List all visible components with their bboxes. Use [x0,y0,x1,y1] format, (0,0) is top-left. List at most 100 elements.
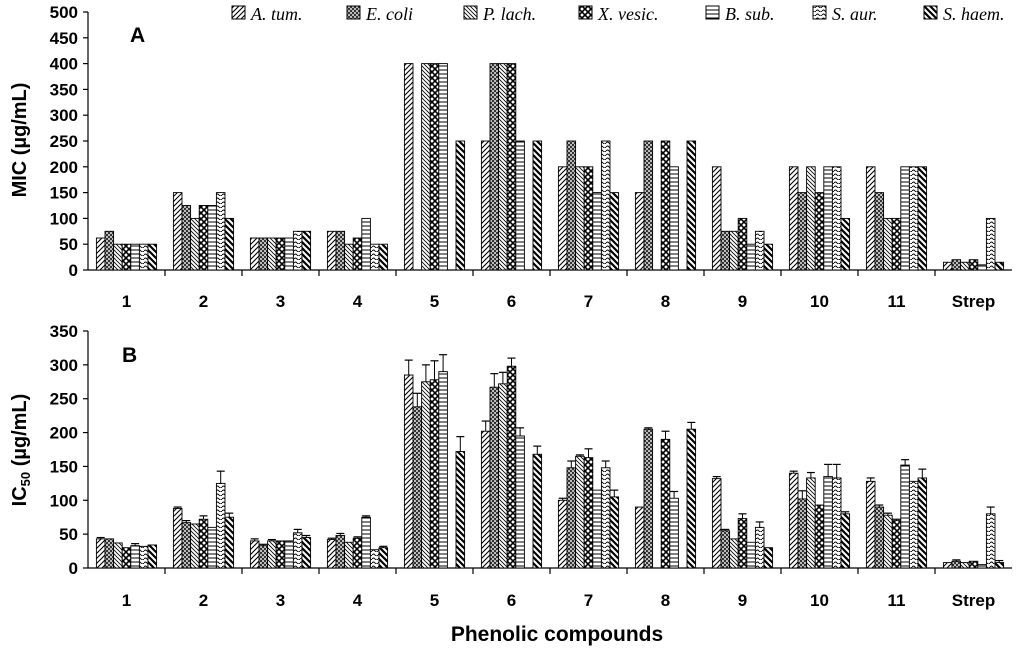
panel-b-category-label: 11 [888,591,906,610]
panel-b-bar-x-vesic-5 [429,379,440,569]
panel-a-bar-s-aur-2 [215,192,226,271]
panel-b-bar-s-haem-3 [301,537,312,569]
panel-b-bar-s-haem-5 [455,451,466,569]
panel-a-y-tick-label: 150 [50,184,78,203]
panel-b-error-bar-x-vesic-5 [430,360,439,380]
panel-b-error-bar-e-coli-strep [952,559,961,562]
panel-a-bar-b-sub-6 [515,140,525,271]
panel-b-bar-p-lach-strep [960,562,970,569]
panel-b-bar-p-lach-3 [267,540,277,569]
panel-a-bar-p-lach-9 [729,230,739,271]
panel-b-bar-s-aur-4 [369,549,380,569]
panel-b-bar-s-aur-strep [985,513,996,569]
panel-b-bar-x-vesic-4 [352,537,363,569]
panel-a-bar-b-sub-3 [284,237,294,271]
panel-b-category-label: 8 [661,591,670,610]
panel-b-error-bar-s-haem-6 [533,445,542,455]
panel-b-error-bar-a-tum-9 [712,475,721,479]
legend-swatch-e-coli [346,5,361,20]
legend-label-a-tum: A. tum. [250,4,303,24]
panel-b-y-tick-label: 300 [50,356,78,375]
panel-b-category-label: 4 [353,591,363,610]
panel-b-bar-b-sub-4 [361,516,371,569]
panel-a-bar-e-coli-7 [566,140,577,271]
panel-a-bar-p-lach-11 [883,217,893,271]
panel-b-bar-b-sub-5 [438,371,448,569]
panel-b-bar-p-lach-4 [344,541,354,569]
panel-a-bar-p-lach-2 [190,217,200,271]
panel-b-bar-s-haem-2 [224,516,235,569]
panel-b-error-bar-x-vesic-2 [199,515,208,520]
panel-b-bar-s-haem-10 [840,513,851,569]
panel-b-bar-x-vesic-3 [275,540,286,569]
panel-b-bar-b-sub-9 [746,541,756,569]
panel-a-bar-a-tum-7 [557,166,568,271]
panel-b-bar-s-haem-4 [378,547,389,569]
panel-b-error-bar-a-tum-7 [558,497,567,501]
panel-b-bar-a-tum-9 [711,478,722,569]
panel-b-bar-x-vesic-strep [968,560,979,569]
panel-b-bar-e-coli-6 [489,386,500,569]
panel-a-bar-p-lach-1 [113,243,123,271]
legend-label-b-sub: B. sub. [725,4,775,24]
panel-b-bar-b-sub-1 [130,545,140,569]
panel-b-bar-p-lach-7 [575,455,585,569]
panel-b-error-bar-s-haem-10 [841,511,850,514]
panel-b-bar-e-coli-7 [566,467,577,569]
panel-b-error-bar-s-haem-2 [225,512,234,518]
panel-b-error-bar-a-tum-2 [173,506,182,509]
panel-b-bar-a-tum-5 [403,374,414,569]
panel-a-bar-s-haem-3 [301,230,312,271]
panel-a-bar-s-haem-7 [609,192,620,271]
panel-a-y-tick-label: 300 [50,106,78,125]
panel-a-bar-x-vesic-strep [968,259,979,271]
panel-b-error-bar-s-aur-9 [755,521,764,528]
panel-b-bar-e-coli-11 [874,506,885,569]
panel-b-category-label: Strep [952,591,995,610]
panel-b-error-bar-e-coli-4 [336,532,345,536]
panel-b-bar-e-coli-1 [104,538,115,569]
panel-a-bar-s-aur-10 [831,166,842,271]
panel-b-category-label: 6 [507,591,516,610]
panel-b-error-bar-s-haem-5 [456,436,465,452]
panel-b-bar-x-vesic-7 [583,457,594,569]
panel-b-error-bar-s-aur-3 [293,528,302,533]
panel-b-error-bar-b-sub-11 [901,459,910,466]
panel-a-bar-x-vesic-6 [506,63,517,271]
panel-a-bar-x-vesic-8 [660,140,671,271]
panel-b-bar-a-tum-4 [326,539,337,569]
panel-a-bar-x-vesic-7 [583,166,594,271]
panel-b-y-tick-label: 100 [50,491,78,510]
legend-item-b-sub: B. sub. [705,4,775,24]
panel-b-bar-a-tum-6 [480,430,491,569]
panel-a-bar-e-coli-10 [797,192,808,271]
panel-a-bar-b-sub-2 [207,205,217,271]
panel-a-bar-a-tum-5 [403,63,414,271]
panel-b-error-bar-e-coli-9 [721,528,730,531]
panel-b-bar-p-lach-1 [113,542,123,569]
panel-a-bar-s-haem-2 [224,217,235,271]
panel-a-bar-a-tum-3 [249,237,260,271]
panel-b-bar-p-lach-9 [729,538,739,569]
panel-b-error-bar-b-sub-6 [516,427,525,436]
panel-b-bar-b-sub-6 [515,435,525,569]
legend-swatch-s-haem [923,5,938,20]
panel-a-category-label: 5 [430,292,439,311]
legend-label-s-aur: S. aur. [832,4,878,24]
panel-b-error-bar-a-tum-5 [404,359,413,376]
panel-b-bar-b-sub-7 [592,489,602,569]
panel-a-category-label: Strep [952,292,995,311]
panel-b-error-bar-e-coli-5 [413,392,422,407]
panel-a-y-tick-label: 400 [50,55,78,74]
panel-a-bar-s-aur-1 [138,243,149,271]
panel-b-error-bar-s-haem-8 [687,421,696,430]
panel-a-category-label: 11 [888,292,906,311]
legend-label-e-coli: E. coli [365,4,413,24]
panel-b-bar-s-haem-1 [147,544,158,569]
panel-b-bar-e-coli-9 [720,530,731,569]
panel-a-category-label: 1 [122,292,131,311]
panel-b-error-bar-e-coli-3 [259,543,268,546]
panel-b-bar-s-aur-11 [908,480,919,569]
panel-b-bar-x-vesic-1 [121,547,132,569]
panel-b-error-bar-x-vesic-7 [584,448,593,458]
